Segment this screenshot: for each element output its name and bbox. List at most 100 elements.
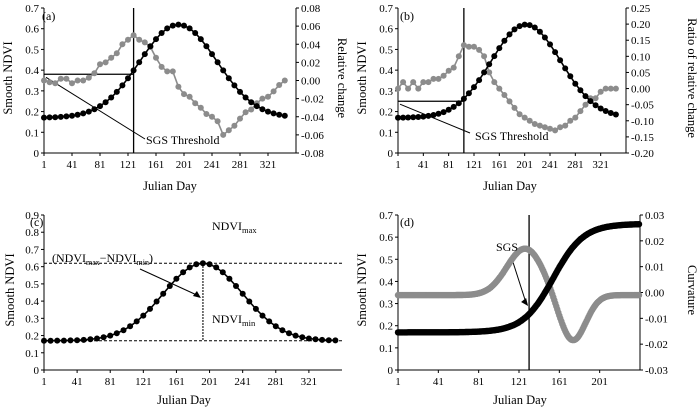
panel-d-y2label: Curvature — [685, 265, 699, 315]
smooth-ndvi-point — [547, 41, 553, 48]
y-tick-label: 0.2 — [25, 331, 39, 343]
smooth-ndvi-point — [272, 323, 279, 330]
smooth-ndvi-point — [63, 113, 70, 120]
smooth-ndvi-point — [74, 337, 81, 344]
ratio-relative-change-point — [405, 85, 412, 92]
relative-change-point — [209, 113, 215, 120]
smooth-ndvi-point — [481, 69, 488, 76]
y-tick-label: 0.3 — [25, 313, 39, 325]
y2-tick-label: -0.03 — [645, 365, 668, 377]
relative-change-point — [197, 104, 204, 111]
smooth-ndvi-point — [181, 22, 187, 29]
x-tick-label: 121 — [120, 159, 137, 171]
smooth-ndvi-point — [486, 61, 493, 68]
smooth-ndvi-point — [319, 336, 326, 343]
smooth-ndvi-point — [113, 330, 120, 337]
ratio-relative-change-point — [435, 75, 442, 82]
series-a — [41, 21, 288, 138]
smooth-ndvi-point — [94, 335, 100, 342]
panel-c-ylabel: Smooth NDVI — [3, 253, 17, 326]
smooth-ndvi-point — [270, 110, 277, 117]
relative-change-point — [270, 88, 277, 95]
smooth-ndvi-point — [80, 336, 87, 343]
panel-a-ylabel: Smooth NDVI — [1, 41, 15, 114]
relative-change-point — [242, 109, 249, 116]
x-tick-label: 281 — [232, 159, 249, 171]
y-tick-label: 0 — [34, 148, 40, 160]
panel-c-xlabel: Julian Day — [157, 393, 212, 407]
ratio-relative-change-point — [547, 125, 553, 132]
smooth-ndvi-point — [425, 112, 432, 119]
ratio-relative-change-point — [415, 85, 422, 92]
y2-tick-label: 0.00 — [301, 76, 321, 88]
smooth-ndvi-point — [259, 106, 266, 113]
relative-change-point — [97, 61, 103, 68]
y-tick-label: 0.1 — [25, 127, 39, 139]
curvature-point — [635, 291, 643, 299]
x-tick-label: 321 — [260, 159, 277, 171]
smooth-ndvi-point — [100, 334, 107, 341]
panel-b-xlabel: Julian Day — [483, 179, 538, 193]
panel-b-ylabel: Smooth NDVI — [355, 41, 369, 114]
y-tick-label: 0.6 — [379, 232, 393, 244]
y2-tick-label: 0.08 — [301, 3, 321, 15]
ratio-relative-change-point — [445, 67, 452, 74]
smooth-ndvi-point — [67, 337, 74, 344]
y-tick-label: 0.3 — [25, 86, 39, 98]
x-tick-label: 81 — [105, 376, 116, 388]
smooth-ndvi-point — [567, 73, 574, 80]
y-tick-label: 0.7 — [25, 244, 39, 256]
y-tick-label: 0.7 — [379, 3, 393, 15]
y2-tick-label: 0.00 — [631, 84, 651, 96]
smooth-ndvi-point — [476, 77, 483, 84]
smooth-ndvi-point — [305, 335, 312, 342]
smooth-ndvi-point — [420, 113, 427, 120]
smooth-ndvi-point — [169, 22, 176, 29]
smooth-ndvi-point — [460, 95, 467, 102]
x-tick-label: 281 — [268, 376, 285, 388]
ratio-relative-change-point — [501, 92, 508, 98]
y2-tick-label: 0.02 — [301, 57, 320, 69]
smooth-ndvi-point — [193, 261, 200, 268]
smooth-ndvi-point — [325, 337, 332, 344]
panel-d-xlabel: Julian Day — [493, 393, 548, 407]
smooth-ndvi-point — [496, 45, 503, 52]
panel-c-amplitude-label: (NDVImax−NDVImin) — [52, 251, 153, 267]
relative-change-point — [141, 39, 148, 46]
y2-tick-label: 0.15 — [631, 35, 651, 47]
series-d — [394, 221, 643, 344]
relative-change-point — [52, 80, 59, 87]
smooth-ndvi-point — [127, 323, 134, 330]
smooth-ndvi-point — [299, 334, 306, 341]
relative-change-point — [259, 95, 266, 102]
smooth-ndvi-point — [440, 109, 447, 116]
smooth-ndvi-point — [430, 112, 437, 118]
smooth-ndvi-point — [136, 59, 143, 66]
y-tick-label: 0.9 — [25, 210, 39, 222]
relative-change-point — [153, 54, 159, 61]
smooth-ndvi-point — [192, 30, 199, 36]
y-tick-label: 0.4 — [379, 65, 393, 77]
x-tick-label: 41 — [67, 159, 78, 171]
relative-change-point — [164, 68, 171, 75]
ratio-relative-change-point — [450, 64, 457, 71]
y-tick-label: 0.1 — [25, 348, 39, 360]
smooth-ndvi-point — [220, 67, 227, 74]
ratio-relative-change-point — [541, 124, 548, 131]
panel-c-label: (c) — [30, 215, 43, 229]
relative-change-line — [43, 34, 286, 137]
smooth-ndvi-point — [252, 305, 259, 312]
x-tick-label: 201 — [201, 376, 218, 388]
smooth-ndvi-point — [239, 290, 246, 297]
smooth-ndvi-point — [511, 26, 518, 33]
smooth-ndvi-point — [465, 90, 472, 97]
ratio-relative-change-point — [567, 117, 574, 124]
y-tick-label: 0.4 — [379, 276, 393, 288]
ratio-relative-change-point — [395, 85, 401, 92]
smooth-ndvi-point — [233, 283, 239, 289]
y2-tick-label: 0.06 — [301, 21, 321, 33]
ratio-relative-change-point — [460, 42, 467, 49]
y-tick-label: 0.8 — [25, 227, 39, 239]
threshold-pointer — [399, 103, 471, 134]
relative-change-point — [91, 70, 98, 77]
